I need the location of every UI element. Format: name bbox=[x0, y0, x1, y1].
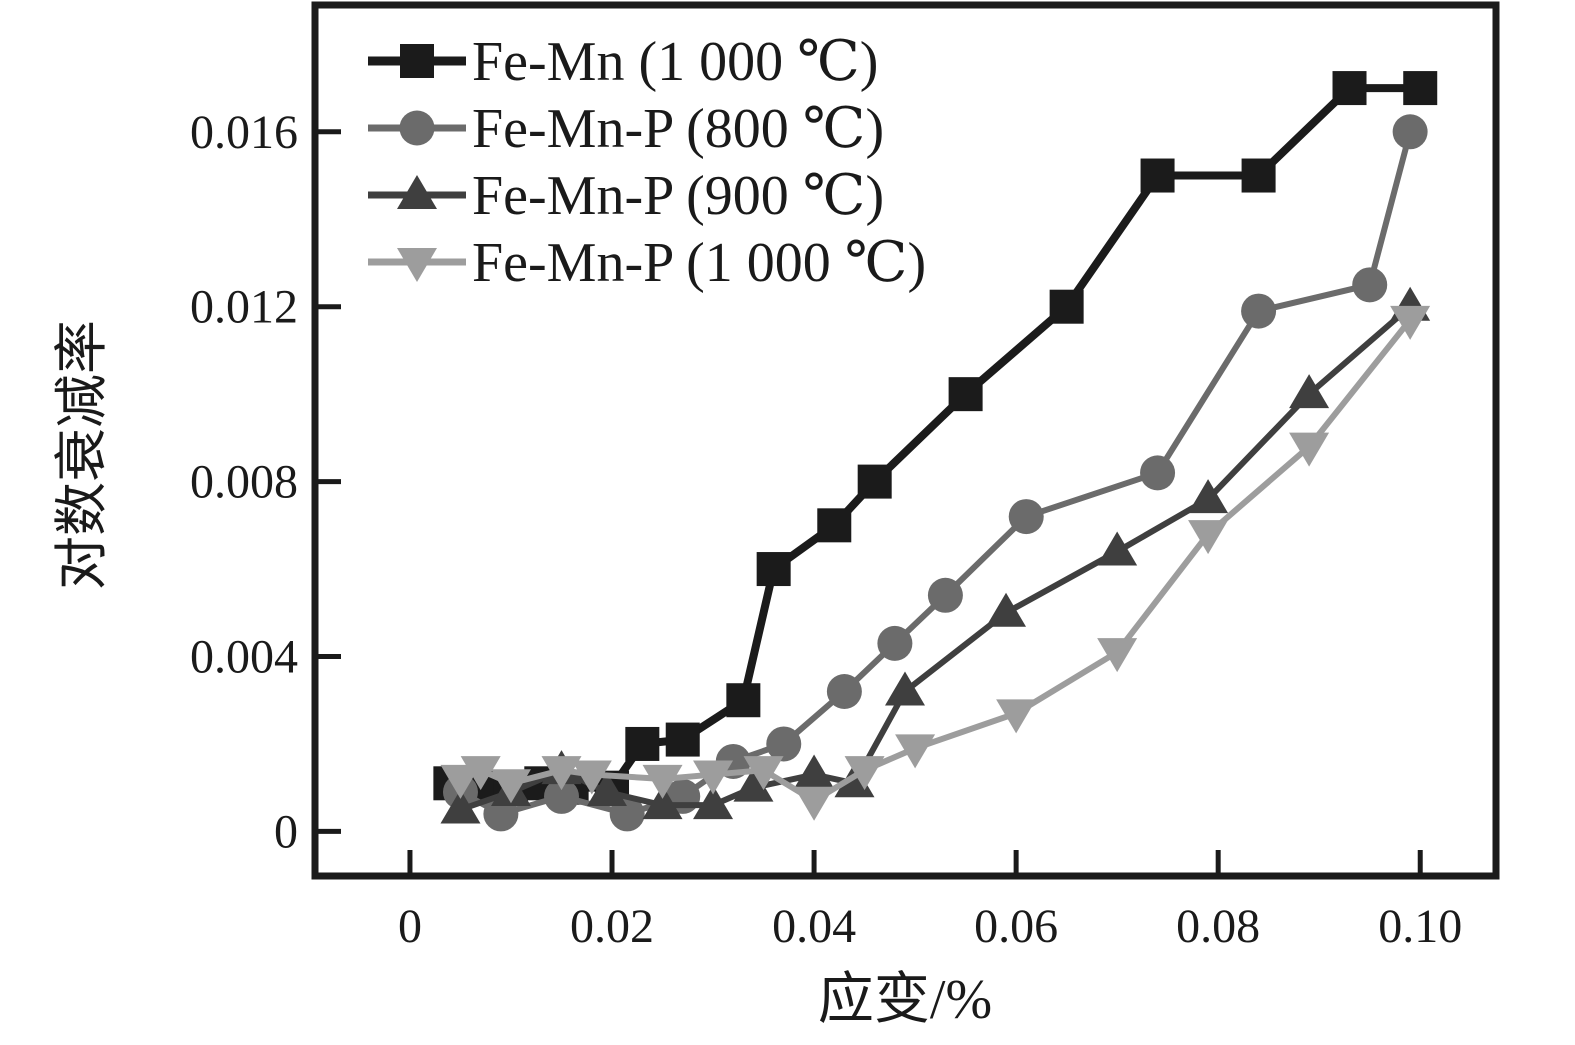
series-3 bbox=[440, 305, 1431, 821]
square-marker bbox=[948, 377, 983, 412]
y-tick-label: 0.004 bbox=[190, 631, 298, 684]
legend-label: Fe-Mn-P (1 000 ℃) bbox=[472, 232, 926, 294]
y-axis-title: 对数衰减率 bbox=[52, 320, 112, 590]
x-tick-label: 0.10 bbox=[1378, 900, 1462, 953]
triangle-up-marker bbox=[397, 175, 437, 209]
legend-item-3: Fe-Mn-P (1 000 ℃) bbox=[368, 232, 926, 294]
circle-marker bbox=[826, 673, 862, 709]
triangle-down-marker bbox=[693, 760, 734, 795]
triangle-up-marker bbox=[693, 785, 734, 820]
circle-marker bbox=[927, 577, 963, 613]
triangle-down-marker bbox=[743, 756, 784, 791]
square-marker bbox=[1140, 158, 1175, 193]
circle-marker bbox=[399, 110, 435, 146]
triangle-up-marker bbox=[884, 671, 925, 706]
triangle-up-marker bbox=[642, 785, 683, 820]
plot-area bbox=[433, 71, 1438, 832]
y-tick-label: 0.016 bbox=[190, 106, 298, 159]
square-marker bbox=[1049, 289, 1084, 324]
circle-marker bbox=[1352, 267, 1388, 303]
x-tick-label: 0.04 bbox=[772, 900, 856, 953]
triangle-down-marker bbox=[440, 764, 481, 799]
legend-label: Fe-Mn-P (900 ℃) bbox=[472, 165, 884, 227]
x-axis-title: 应变/% bbox=[818, 969, 992, 1031]
triangle-down-marker bbox=[895, 734, 936, 769]
circle-marker bbox=[1392, 114, 1428, 150]
triangle-down-marker bbox=[844, 756, 885, 791]
triangle-up-marker bbox=[794, 754, 835, 789]
triangle-up-marker bbox=[440, 789, 481, 824]
triangle-down-marker bbox=[541, 756, 582, 791]
triangle-down-marker bbox=[642, 764, 683, 799]
circle-marker bbox=[1008, 499, 1044, 535]
y-tick-label: 0.012 bbox=[190, 281, 298, 334]
triangle-down-marker bbox=[571, 760, 612, 795]
circle-marker bbox=[544, 778, 580, 814]
triangle-up-marker bbox=[733, 767, 774, 802]
legend-item-0: Fe-Mn (1 000 ℃) bbox=[368, 31, 878, 93]
square-marker bbox=[1241, 158, 1276, 193]
square-marker bbox=[726, 683, 761, 718]
y-tick-label: 0 bbox=[274, 805, 298, 858]
legend-label: Fe-Mn (1 000 ℃) bbox=[472, 31, 878, 93]
triangle-up-marker bbox=[986, 592, 1027, 627]
x-tick-label: 0.06 bbox=[974, 900, 1058, 953]
x-tick-label: 0 bbox=[398, 900, 422, 953]
triangle-down-marker bbox=[490, 769, 531, 804]
square-marker bbox=[817, 508, 852, 543]
series-line bbox=[459, 317, 1413, 805]
circle-marker bbox=[1241, 293, 1277, 329]
triangle-down-marker bbox=[1289, 432, 1330, 467]
circle-marker bbox=[766, 726, 802, 762]
square-marker bbox=[400, 44, 434, 78]
y-tick-label: 0.008 bbox=[190, 456, 298, 509]
triangle-up-marker bbox=[1188, 479, 1229, 514]
square-marker bbox=[857, 464, 892, 499]
series-line bbox=[459, 304, 1413, 813]
triangle-down-marker bbox=[794, 786, 835, 821]
triangle-down-marker bbox=[397, 248, 437, 282]
triangle-down-marker bbox=[1097, 638, 1138, 673]
triangle-down-marker bbox=[460, 756, 501, 791]
triangle-up-marker bbox=[1289, 374, 1330, 409]
legend-item-1: Fe-Mn-P (800 ℃) bbox=[368, 98, 884, 160]
circle-marker bbox=[877, 625, 913, 661]
circle-marker bbox=[1140, 455, 1176, 491]
square-marker bbox=[625, 726, 660, 761]
triangle-down-marker bbox=[1390, 305, 1431, 340]
triangle-up-marker bbox=[586, 772, 627, 807]
x-tick-label: 0.02 bbox=[570, 900, 654, 953]
triangle-down-marker bbox=[996, 699, 1037, 734]
legend-item-2: Fe-Mn-P (900 ℃) bbox=[368, 165, 884, 227]
square-marker bbox=[1332, 71, 1367, 106]
plot-frame bbox=[311, 1, 1500, 880]
square-marker bbox=[756, 552, 791, 587]
square-marker bbox=[1403, 71, 1438, 106]
square-marker bbox=[665, 722, 700, 757]
legend: Fe-Mn (1 000 ℃)Fe-Mn-P (800 ℃)Fe-Mn-P (9… bbox=[368, 31, 926, 294]
triangle-up-marker bbox=[1097, 531, 1138, 566]
triangle-down-marker bbox=[1188, 520, 1229, 555]
axes: 0 0.02 0.04 0.06 0.08 0.10 0 0.004 0.008 0.012 0.0… bbox=[190, 1, 1500, 953]
x-tick-label: 0.08 bbox=[1176, 900, 1260, 953]
legend-label: Fe-Mn-P (800 ℃) bbox=[472, 98, 884, 160]
